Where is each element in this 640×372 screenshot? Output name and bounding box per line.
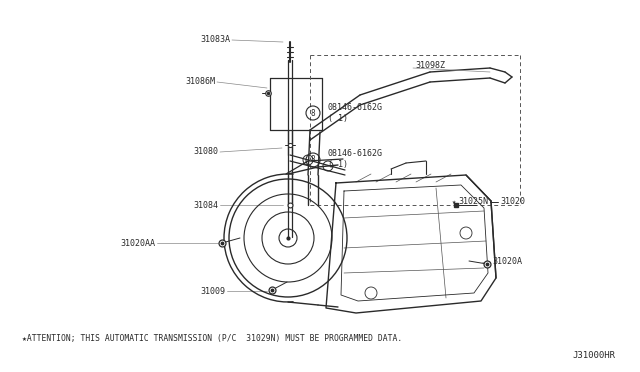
Text: 31025N: 31025N <box>458 198 488 206</box>
Text: ( 1): ( 1) <box>328 113 348 122</box>
Text: 31020A: 31020A <box>492 257 522 266</box>
Text: 08146-6162G: 08146-6162G <box>328 150 383 158</box>
Text: 31098Z: 31098Z <box>415 61 445 70</box>
Text: 31086M: 31086M <box>185 77 215 87</box>
Text: 8: 8 <box>310 109 316 118</box>
Text: 31020AA: 31020AA <box>120 238 155 247</box>
Text: J31000HR: J31000HR <box>572 350 615 359</box>
Text: ★ATTENTION; THIS AUTOMATIC TRANSMISSION (P/C  31029N) MUST BE PROGRAMMED DATA.: ★ATTENTION; THIS AUTOMATIC TRANSMISSION … <box>22 334 403 343</box>
Text: 31009: 31009 <box>200 286 225 295</box>
Text: 8: 8 <box>310 155 316 164</box>
Text: 08146-6162G: 08146-6162G <box>328 103 383 112</box>
Text: 31083A: 31083A <box>200 35 230 45</box>
Text: ( 1): ( 1) <box>328 160 348 170</box>
Text: 31084: 31084 <box>193 201 218 209</box>
Text: ★: ★ <box>452 199 456 205</box>
Text: 31020: 31020 <box>500 198 525 206</box>
Text: 31080: 31080 <box>193 148 218 157</box>
